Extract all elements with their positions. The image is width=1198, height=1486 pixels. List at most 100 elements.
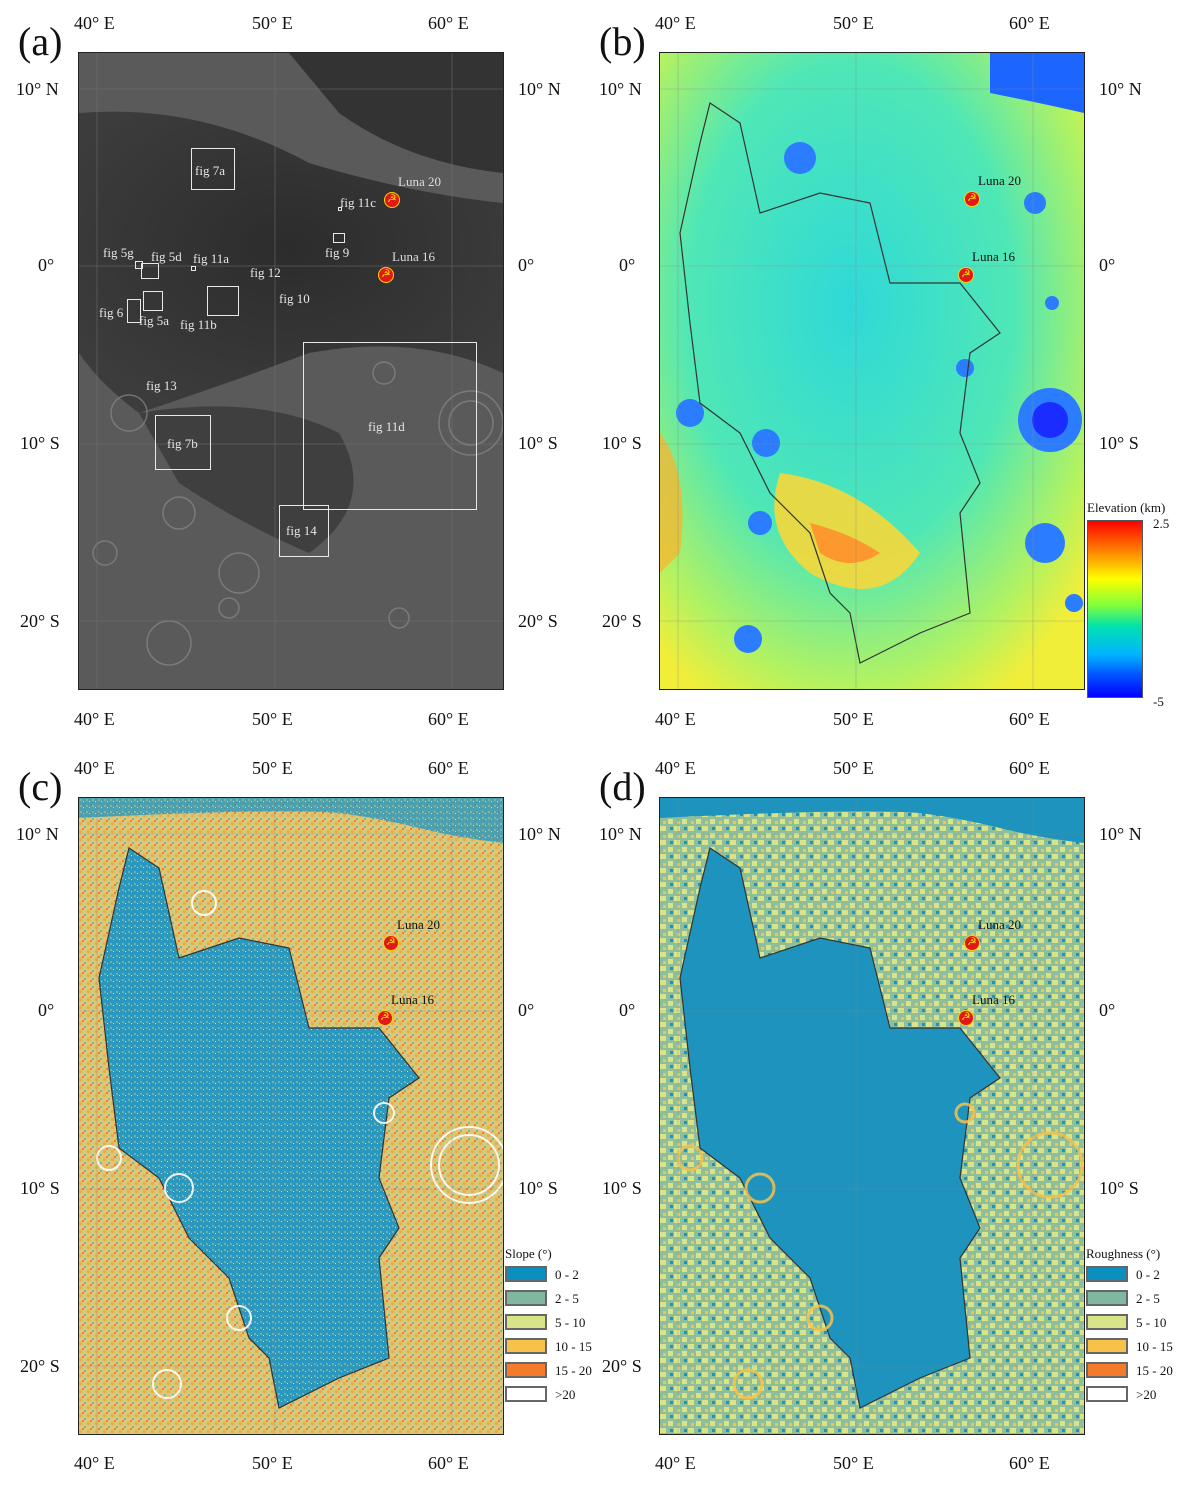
legend-label: 5 - 10: [1136, 1315, 1167, 1330]
elevation-map: Luna 20 Luna 16: [659, 52, 1085, 690]
lon-tick: 50° E: [252, 13, 293, 33]
hammer-sickle-icon: [378, 267, 394, 283]
legend-swatch: [505, 1290, 547, 1306]
lat-tick: 10° S: [602, 433, 642, 453]
figure-box: [191, 266, 196, 271]
figure-box-label: fig 5a: [139, 313, 169, 328]
lon-tick: 60° E: [1009, 709, 1050, 729]
lon-tick: 50° E: [833, 13, 874, 33]
site-label: Luna 20: [398, 174, 441, 189]
figure-box-label: fig 11a: [193, 251, 229, 266]
figure-box: [191, 148, 235, 190]
lat-tick: 10° N: [16, 79, 59, 99]
hammer-sickle-icon: [384, 192, 400, 208]
figure-box-label: fig 6: [99, 305, 124, 320]
lunar-imagery: [79, 53, 503, 689]
figure-box-label: fig 11b: [180, 317, 217, 332]
legend-label: >20: [1136, 1387, 1157, 1402]
lat-tick: 10° N: [16, 824, 59, 844]
lunar-image-map: fig 7a fig 11c fig 9 fig 5g fig 5d fig 1…: [78, 52, 504, 690]
figure-box-label: fig 9: [325, 245, 350, 260]
figure-box: [338, 207, 342, 211]
legend-label: 0 - 2: [555, 1267, 579, 1282]
lat-tick: 10° S: [518, 1178, 558, 1198]
legend-label: 2 - 5: [555, 1291, 579, 1306]
elevation-raster: [660, 53, 1084, 689]
lat-tick: 20° S: [20, 611, 60, 631]
lat-tick: 10° S: [1099, 433, 1139, 453]
figure-box-label: fig 14: [286, 523, 317, 538]
lon-tick: 60° E: [428, 709, 469, 729]
figure-box-label: fig 12: [250, 265, 281, 280]
panel-b: (b) 40° E 50° E 60° E 40° E 50° E 60° E …: [599, 0, 1198, 743]
lat-tick: 20° S: [20, 1356, 60, 1376]
panel-d: (d) 40° E 50° E 60° E 40° E 50° E 60° E …: [599, 743, 1198, 1486]
legend-swatch: [1086, 1314, 1128, 1330]
legend-max: 2.5: [1153, 516, 1170, 531]
legend-swatch: [1086, 1266, 1128, 1282]
legend-swatch: [1086, 1338, 1128, 1354]
figure-box: [303, 342, 477, 510]
lon-tick: 50° E: [252, 1453, 293, 1473]
figure-box-label: fig 10: [279, 291, 310, 306]
lat-tick: 10° S: [602, 1178, 642, 1198]
lon-tick: 40° E: [655, 13, 696, 33]
lat-tick: 10° S: [20, 433, 60, 453]
site-label: Luna 20: [978, 173, 1021, 188]
lon-tick: 60° E: [428, 13, 469, 33]
lon-tick: 60° E: [428, 758, 469, 778]
lon-tick: 60° E: [428, 1453, 469, 1473]
hammer-sickle-icon: [383, 935, 399, 951]
lat-tick: 0°: [38, 255, 55, 275]
lon-tick: 40° E: [655, 1453, 696, 1473]
lat-tick: 10° N: [1099, 79, 1142, 99]
site-label: Luna 16: [972, 992, 1015, 1007]
hammer-sickle-icon: [958, 267, 974, 283]
legend-swatch: [505, 1386, 547, 1402]
legend-min: -5: [1153, 694, 1164, 709]
legend-swatch: [505, 1362, 547, 1378]
figure-box: [141, 263, 159, 279]
legend-label: 15 - 20: [555, 1363, 592, 1378]
figure-box-label: fig 7b: [167, 436, 198, 451]
site-label: Luna 20: [978, 917, 1021, 932]
hammer-sickle-icon: [958, 1010, 974, 1026]
lat-tick: 10° S: [518, 433, 558, 453]
lon-tick: 60° E: [1009, 13, 1050, 33]
lat-tick: 10° S: [1099, 1178, 1139, 1198]
figure-box-label: fig 13: [146, 378, 177, 393]
lat-tick: 0°: [619, 1000, 636, 1020]
lon-tick: 40° E: [655, 758, 696, 778]
lat-tick: 10° N: [1099, 824, 1142, 844]
site-label: Luna 20: [397, 917, 440, 932]
lon-tick: 50° E: [252, 709, 293, 729]
lon-tick: 40° E: [655, 709, 696, 729]
lon-tick: 40° E: [74, 709, 115, 729]
figure-box-label: fig 7a: [195, 163, 225, 178]
slope-raster: [79, 798, 503, 1434]
figure-box: [155, 415, 211, 470]
slope-map: Luna 20 Luna 16: [78, 797, 504, 1435]
legend-swatch: [505, 1266, 547, 1282]
panel-c: (c) 40° E 50° E 60° E 40° E 50° E 60° E …: [0, 743, 599, 1486]
legend-swatch: [1086, 1362, 1128, 1378]
legend-label: 0 - 2: [1136, 1267, 1160, 1282]
legend-label: 15 - 20: [1136, 1363, 1173, 1378]
figure-box-label: fig 11d: [368, 419, 405, 434]
lat-tick: 20° S: [602, 611, 642, 631]
site-label: Luna 16: [391, 992, 434, 1007]
lon-tick: 50° E: [833, 709, 874, 729]
figure-box: [135, 261, 143, 269]
legend-label: 5 - 10: [555, 1315, 586, 1330]
panel-label: (a): [18, 19, 63, 64]
legend-swatch: [505, 1314, 547, 1330]
lat-tick: 10° N: [599, 824, 642, 844]
lat-tick: 10° N: [518, 824, 561, 844]
legend-title: Elevation (km): [1087, 500, 1166, 515]
legend-swatch: [1086, 1290, 1128, 1306]
legend-label: 10 - 15: [1136, 1339, 1173, 1354]
panel-label: (d): [599, 764, 646, 809]
legend-label: >20: [555, 1387, 576, 1402]
figure-box: [127, 299, 141, 323]
figure-box: [207, 286, 239, 316]
